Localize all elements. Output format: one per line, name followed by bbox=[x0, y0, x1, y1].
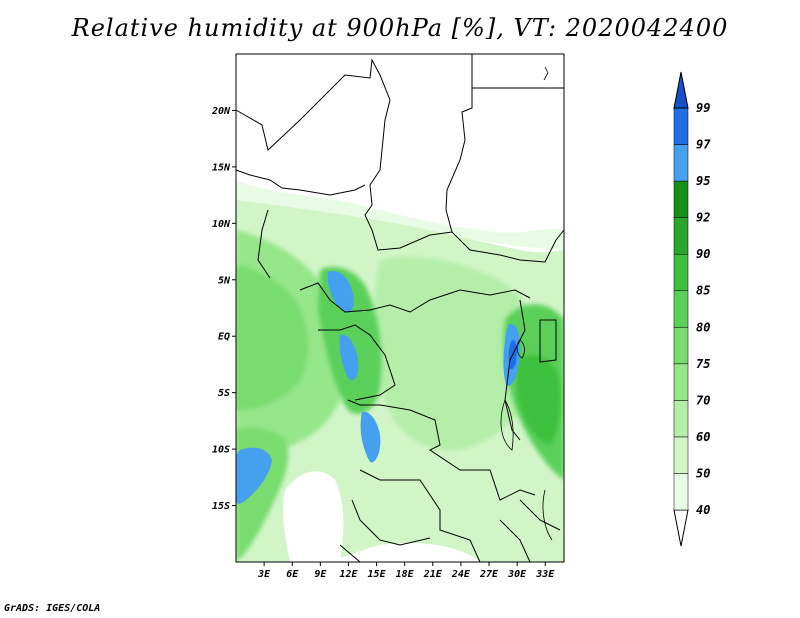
latitude-axis: 20N 15N 10N 5N EQ 5S 10S 15S bbox=[211, 106, 236, 512]
lon-tick-label: 18E bbox=[396, 569, 415, 580]
colorbar-level-label: 70 bbox=[696, 393, 710, 407]
colorbar-level-label: 92 bbox=[696, 211, 710, 225]
colorbar-level-label: 90 bbox=[696, 247, 710, 261]
lat-tick-label: 15N bbox=[212, 162, 231, 173]
grads-credit: GrADS: IGES/COLA bbox=[4, 603, 101, 614]
country-borders bbox=[235, 54, 565, 563]
lat-tick-label: 5S bbox=[218, 388, 230, 399]
map-title: Relative humidity at 900hPa [%], VT: 202… bbox=[71, 14, 729, 42]
colorbar-bin bbox=[673, 327, 689, 365]
colorbar-bin bbox=[673, 400, 689, 438]
lon-tick-label: 12E bbox=[339, 569, 358, 580]
lon-tick-label: 9E bbox=[314, 569, 327, 580]
colorbar-level-label: 85 bbox=[696, 284, 710, 298]
map-panel bbox=[235, 53, 565, 563]
lat-tick-label: 10S bbox=[212, 445, 230, 456]
colorbar-level-label: 97 bbox=[696, 138, 711, 152]
colorbar-bin bbox=[673, 144, 689, 182]
colorbar-bin bbox=[673, 253, 689, 291]
rh-field-97-gabon bbox=[339, 334, 359, 381]
colorbar-bin bbox=[673, 107, 689, 145]
colorbar-upper-extension bbox=[673, 71, 689, 109]
lon-tick-label: 15E bbox=[368, 569, 387, 580]
rh-field-50 bbox=[236, 180, 564, 250]
colorbar-bin bbox=[673, 363, 689, 401]
colorbar-bin bbox=[673, 436, 689, 474]
lon-tick-label: 3E bbox=[257, 569, 271, 580]
colorbar-bin bbox=[673, 217, 689, 255]
lakes bbox=[500, 66, 553, 541]
map-frame bbox=[235, 53, 565, 563]
colorbar-bin bbox=[673, 290, 689, 328]
colorbar-level-label: 75 bbox=[696, 357, 710, 371]
colorbar-level-label: 95 bbox=[696, 174, 710, 188]
colorbar-level-label: 60 bbox=[696, 430, 710, 444]
rh-field-dry-sw bbox=[282, 471, 344, 562]
humidity-field bbox=[236, 180, 564, 562]
rh-field-97-angola bbox=[360, 411, 381, 463]
colorbar-level-label: 50 bbox=[696, 466, 710, 480]
colorbar-bin bbox=[673, 473, 689, 511]
lon-tick-label: 27E bbox=[479, 569, 499, 580]
colorbar-level-label: 40 bbox=[696, 503, 710, 517]
longitude-axis: 3E 6E 9E 12E 15E 18E 21E 24E 27E 30E 33E bbox=[257, 562, 555, 580]
lon-tick-label: 21E bbox=[423, 569, 443, 580]
rh-field-80 bbox=[236, 265, 308, 410]
lat-tick-label: 15S bbox=[212, 501, 230, 512]
rh-field-90-east bbox=[515, 355, 561, 445]
colorbar-level-label: 80 bbox=[696, 320, 710, 334]
rh-field-70-a bbox=[374, 256, 541, 451]
lat-tick-label: 20N bbox=[211, 106, 231, 117]
colorbar: 40 50 60 70 75 80 85 90 92 95 97 99 bbox=[673, 71, 711, 547]
lat-tick-label: EQ bbox=[218, 332, 230, 343]
lon-tick-label: 6E bbox=[286, 569, 299, 580]
lat-tick-label: 5N bbox=[218, 275, 231, 286]
rh-field-97-cameroon bbox=[327, 270, 354, 313]
lat-tick-label: 10N bbox=[212, 219, 231, 230]
lon-tick-label: 24E bbox=[451, 569, 471, 580]
lon-tick-label: 33E bbox=[535, 569, 555, 580]
colorbar-bin bbox=[673, 180, 689, 218]
colorbar-level-label: 99 bbox=[696, 101, 710, 115]
rh-field-97-sw bbox=[236, 447, 272, 504]
colorbar-lower-extension bbox=[673, 509, 689, 547]
lon-tick-label: 30E bbox=[507, 569, 527, 580]
